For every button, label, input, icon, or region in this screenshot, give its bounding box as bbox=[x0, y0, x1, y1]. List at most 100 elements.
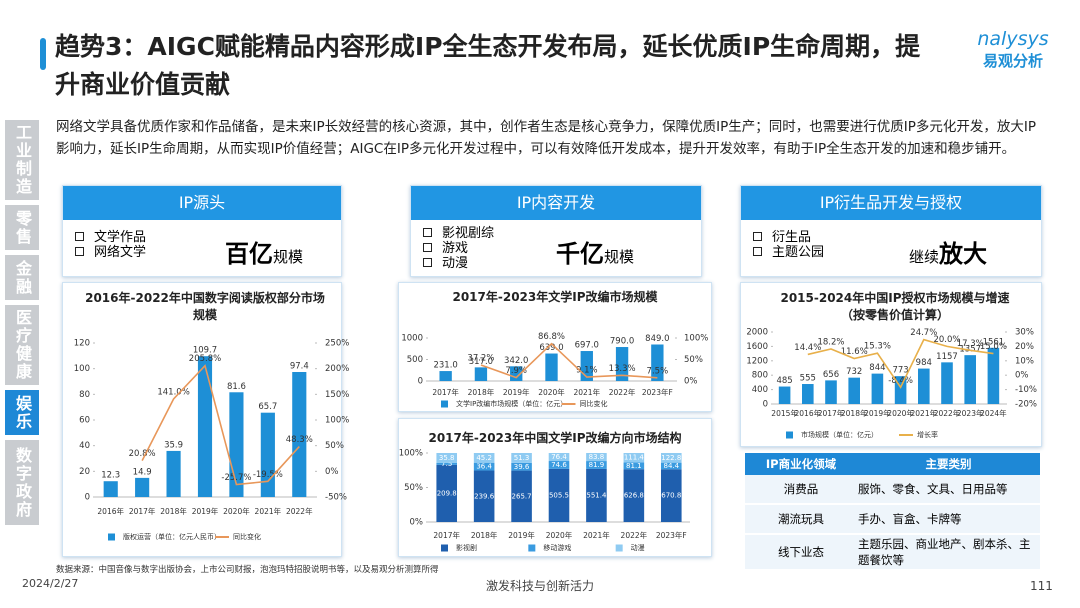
value-label: 18.2% bbox=[817, 337, 844, 347]
value-label: 231.0 bbox=[433, 361, 457, 371]
y2-tick-label: 20% bbox=[1015, 342, 1034, 352]
x-tick-label: 2021年 bbox=[255, 506, 282, 516]
item: 网络文学 bbox=[75, 245, 146, 260]
bar-segment bbox=[511, 470, 532, 522]
value-label: 15.0% bbox=[980, 342, 1007, 352]
bar bbox=[987, 347, 1000, 404]
value-label: 81.9 bbox=[589, 461, 605, 469]
y2-tick-label: 10% bbox=[1015, 356, 1034, 366]
value-label: 35.8 bbox=[439, 454, 455, 462]
value-label: 984 bbox=[916, 358, 932, 368]
y2-tick-label: 0% bbox=[325, 467, 339, 477]
item: 衍生品 bbox=[753, 230, 824, 245]
x-tick-label: 2020年 bbox=[538, 387, 565, 397]
big: 百亿 bbox=[225, 240, 273, 268]
chart-box bbox=[398, 282, 712, 412]
side-tab[interactable]: 工业制造 bbox=[5, 120, 39, 200]
value-label: 505.5 bbox=[549, 491, 569, 499]
value-label: 9.1% bbox=[576, 366, 598, 376]
legend-label: 文学IP改编市场规模（单位：亿元） bbox=[456, 399, 567, 408]
bar bbox=[135, 477, 150, 497]
side-tab[interactable]: 数字政府 bbox=[5, 440, 39, 525]
x-tick-label: 2016年 bbox=[97, 506, 124, 516]
y-tick-label: 0 bbox=[763, 400, 768, 410]
value-label: 51.3 bbox=[514, 454, 530, 462]
y-tick-label: 0 bbox=[85, 493, 90, 503]
y2-tick-label: -20% bbox=[1015, 400, 1037, 410]
bar bbox=[474, 367, 488, 381]
suffix: 规模 bbox=[604, 248, 635, 266]
y2-tick-label: 100% bbox=[684, 334, 708, 344]
bar-segment bbox=[436, 462, 458, 465]
y2-tick-label: -50% bbox=[325, 493, 347, 503]
bar bbox=[802, 384, 814, 404]
th: 主要类别 bbox=[857, 453, 1040, 475]
chart-box bbox=[740, 282, 1042, 447]
y-tick-label: 80 bbox=[79, 390, 90, 400]
bar bbox=[894, 376, 907, 404]
value-label: 39.6 bbox=[514, 463, 530, 471]
y-tick-label: 120 bbox=[74, 339, 90, 349]
side-tab[interactable]: 零售 bbox=[5, 205, 39, 250]
logo-sub: 易观分析 bbox=[982, 52, 1043, 70]
legend-label: 动漫 bbox=[631, 543, 645, 552]
item: 文学作品 bbox=[75, 230, 146, 245]
side-tab-active[interactable]: 娱乐 bbox=[5, 390, 39, 435]
value-label: 12.3 bbox=[101, 471, 120, 481]
value-label: 76.4 bbox=[551, 453, 567, 461]
legend-label: 影视剧 bbox=[456, 543, 477, 552]
bar-segment bbox=[660, 462, 682, 470]
side-tab[interactable]: 医疗健康 bbox=[5, 305, 39, 385]
table: IP商业化领域 主要类别 消费品 服饰、零食、文具、日用品等 潮流玩具 手办、盲盒、卡… bbox=[745, 453, 1040, 571]
accent bbox=[40, 38, 46, 70]
bar-segment bbox=[586, 453, 607, 462]
y2-tick-label: 100% bbox=[325, 416, 349, 426]
bar-segment bbox=[623, 469, 645, 522]
y2-tick-label: 200% bbox=[325, 364, 349, 374]
x-tick-label: 2023年 bbox=[957, 408, 984, 418]
panel-title: IP衍生品开发与授权 bbox=[741, 186, 1041, 220]
panel: IP源头 文学作品 网络文学 百亿规模 bbox=[62, 185, 342, 277]
x-tick-label: 2021年 bbox=[911, 408, 938, 418]
x-tick-label: 2021年 bbox=[583, 530, 610, 540]
value-label: 81.1 bbox=[626, 462, 642, 470]
side-tab[interactable]: 金融 bbox=[5, 255, 39, 300]
y2-tick-label: 0% bbox=[1015, 371, 1029, 381]
value-label: 81.6 bbox=[227, 382, 246, 392]
bar bbox=[103, 481, 118, 497]
value-label: 109.7 bbox=[193, 346, 217, 356]
value-label: 141.0% bbox=[157, 387, 189, 397]
value-label: 626.8 bbox=[624, 492, 644, 500]
bar bbox=[197, 356, 213, 497]
source: 数据来源：中国音像与数字出版协会，上市公司财报，泡泡玛特招股说明书等，以及易观分… bbox=[56, 565, 439, 575]
bar bbox=[166, 450, 181, 497]
value-label: 670.8 bbox=[661, 492, 681, 500]
chart-title: 2017年-2023年文学IP改编市场规模 bbox=[452, 290, 658, 304]
td: 线下业态 bbox=[745, 534, 857, 571]
x-tick-label: 2017年 bbox=[818, 408, 845, 418]
item: 主题公园 bbox=[753, 245, 824, 260]
bar-segment bbox=[473, 453, 495, 463]
value-label: 74.6 bbox=[551, 461, 567, 469]
bar-segment bbox=[548, 461, 570, 469]
bar-segment bbox=[436, 453, 458, 463]
y2-tick-label: 250% bbox=[325, 339, 349, 349]
bar bbox=[941, 362, 953, 404]
value-label: 485 bbox=[776, 376, 792, 386]
bar bbox=[651, 344, 664, 381]
value-label: 656 bbox=[823, 370, 839, 380]
y2-tick-label: -10% bbox=[1015, 385, 1037, 395]
value-label: 209.8 bbox=[437, 489, 457, 497]
line bbox=[480, 342, 658, 379]
value-label: 317.0 bbox=[469, 357, 493, 367]
bar bbox=[964, 355, 976, 404]
legend-key bbox=[441, 544, 448, 552]
lead: 继续 bbox=[909, 248, 940, 266]
suffix: 规模 bbox=[273, 248, 304, 266]
x-tick-label: 2023年F bbox=[642, 387, 673, 397]
th: IP商业化领域 bbox=[745, 453, 857, 475]
x-tick-label: 2018年 bbox=[160, 506, 187, 516]
legend-label: 移动游戏 bbox=[543, 543, 571, 552]
value-label: 37.2% bbox=[467, 354, 494, 364]
